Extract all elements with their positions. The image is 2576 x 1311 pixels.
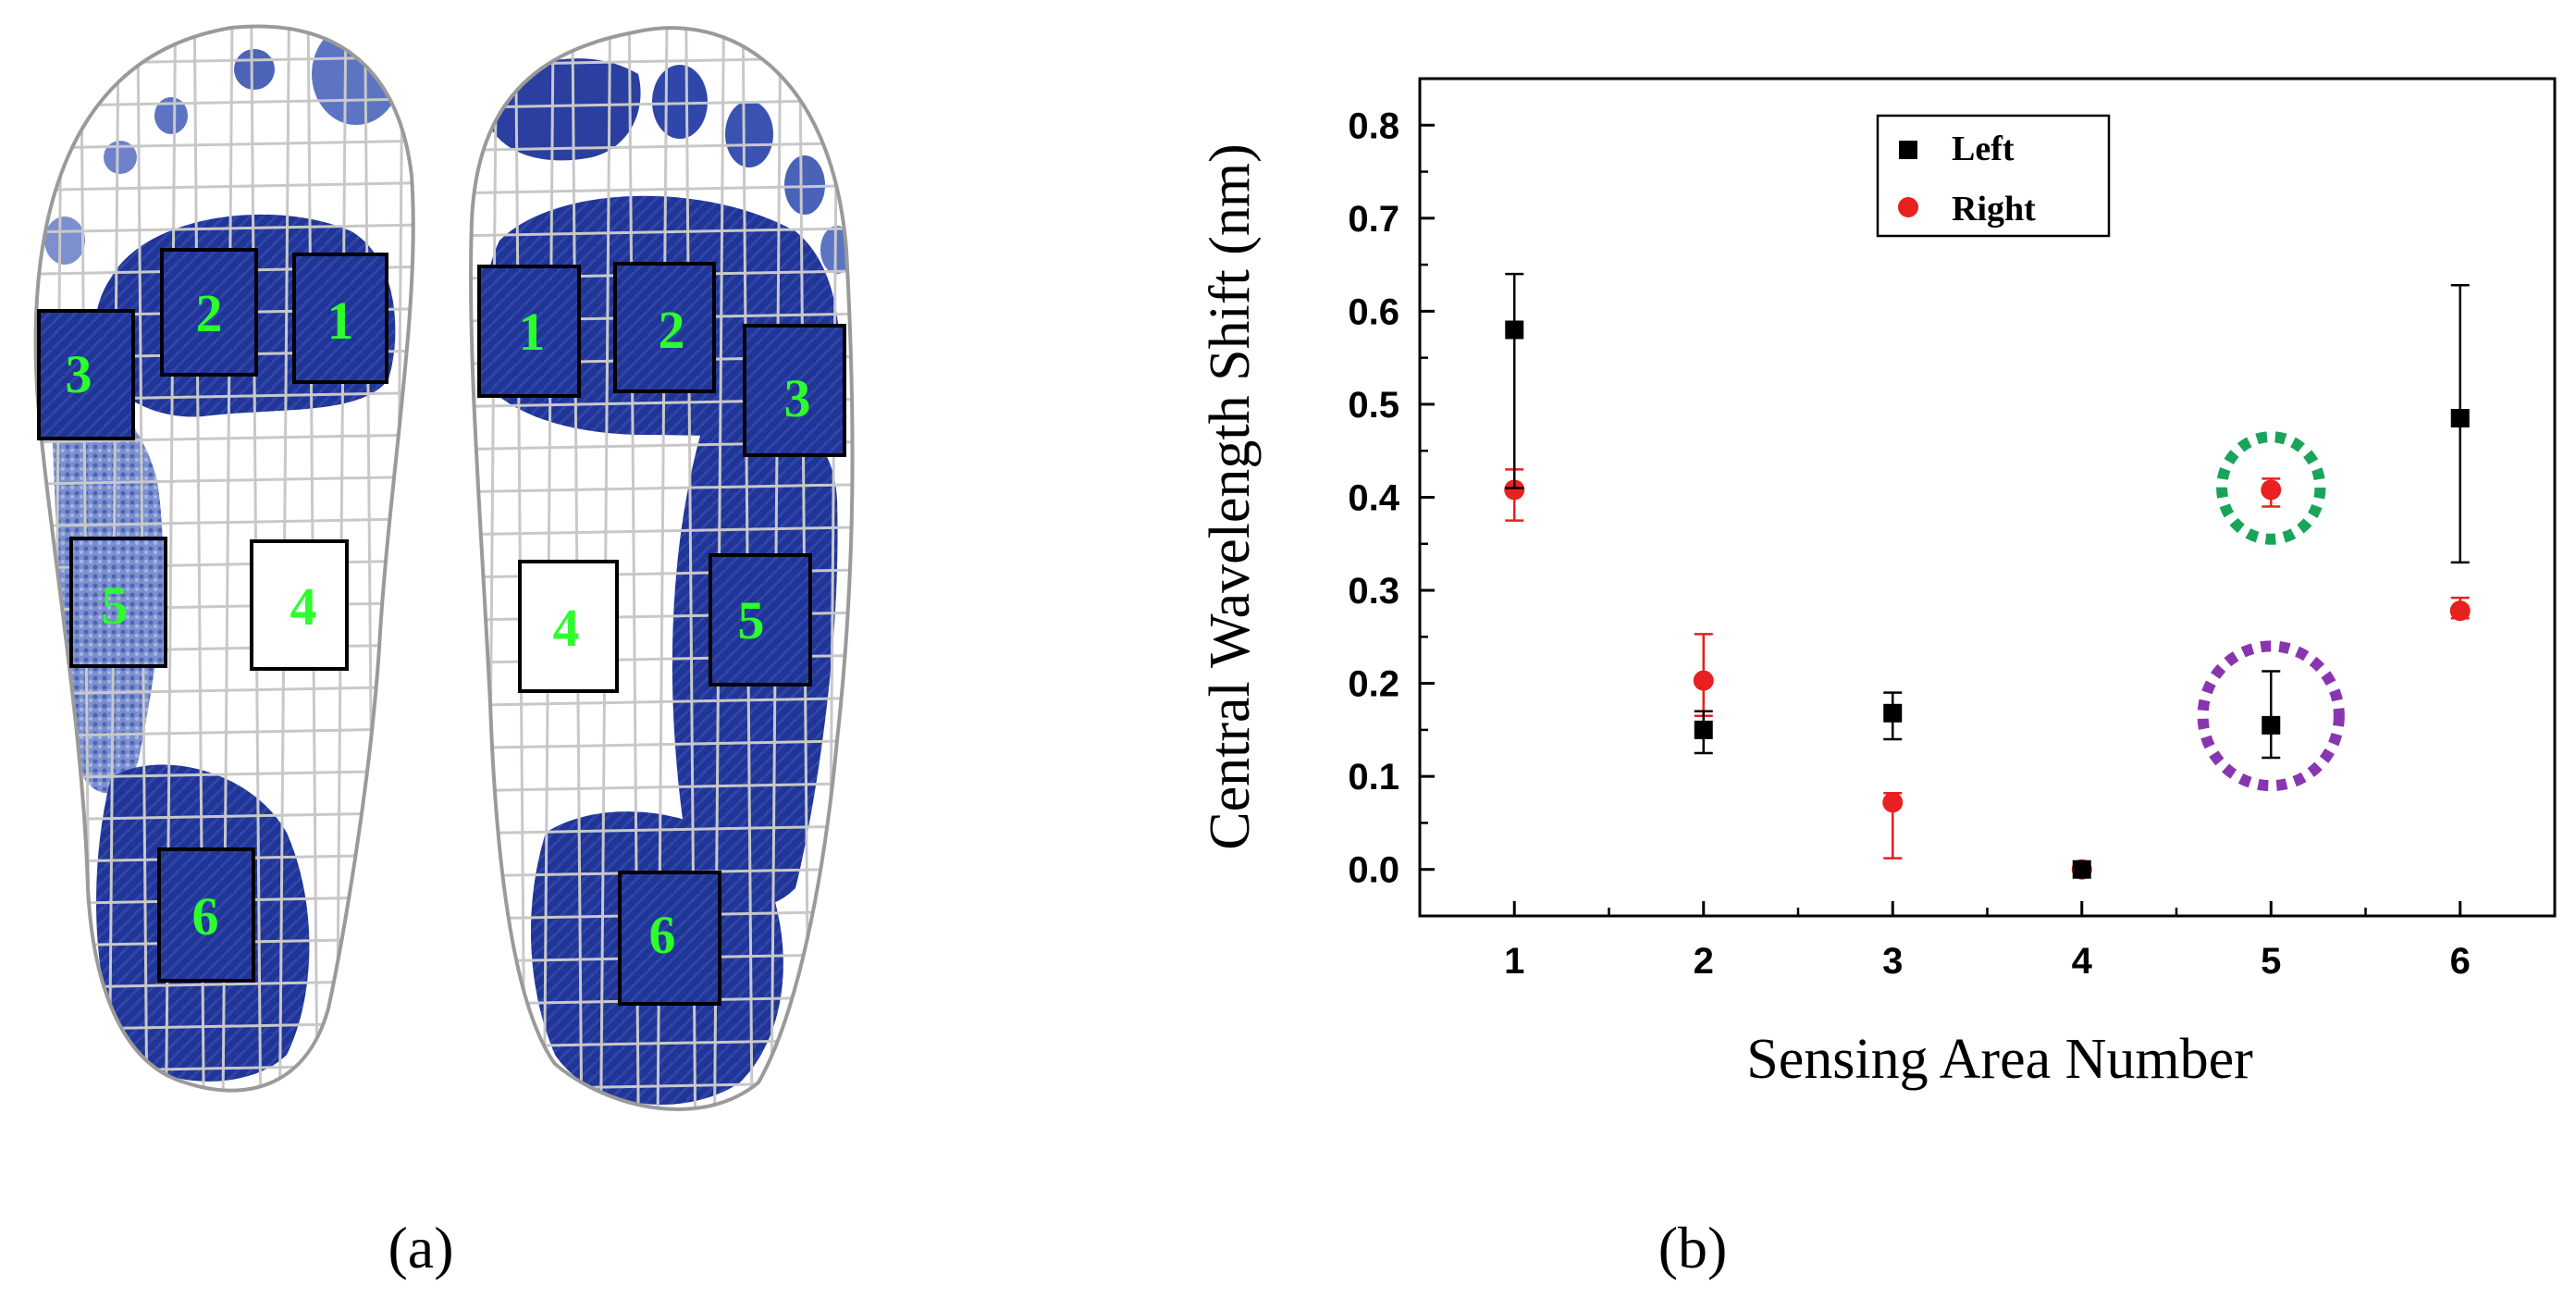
data-point-right [1693,670,1714,691]
left-sensing-area-1: 1 [292,253,388,384]
x-tick-label: 3 [1882,941,1903,982]
right-sensing-area-3: 3 [743,324,846,457]
y-tick-label: 0.5 [1348,385,1399,426]
left-area-label: 3 [66,344,92,404]
panel-a-foot-maps: 1 2 3 4 5 [33,24,855,1280]
data-point-left [1694,720,1713,739]
left-area-label: 5 [102,575,129,636]
chart-annotations [2197,431,2345,792]
left-area-label: 2 [196,283,223,343]
right-sensing-area-1: 1 [477,265,581,398]
y-tick-label: 0.8 [1348,105,1399,146]
x-tick-label: 1 [1504,941,1524,982]
right-area-label: 6 [649,905,676,965]
x-tick-label: 6 [2450,941,2471,982]
panel-b-caption: (b) [1658,1215,1728,1280]
y-tick-label: 0.0 [1348,850,1399,891]
y-tick-label: 0.1 [1348,757,1399,798]
y-tick-label: 0.6 [1348,291,1399,332]
data-point-left [2450,409,2470,428]
right-sensing-area-4: 4 [518,560,619,693]
left-area-label: 4 [290,576,317,637]
legend-right-marker [1898,197,1918,217]
right-area-label: 3 [784,368,811,428]
data-point-right [2261,479,2282,501]
right-area-label: 5 [738,590,765,650]
data-point-right [2449,600,2471,622]
legend: Left Right [1876,114,2111,238]
x-axis: 1 2 3 4 5 6 [1504,901,2557,982]
right-foot-sensing-areas: 1 2 3 4 5 [477,262,846,1006]
left-sensing-area-6: 6 [157,847,255,983]
panel-b-chart: 0.0 0.1 0.2 0.3 0.4 0.5 0.6 0.7 0.8 1 2 3 4 5 6 Centr… [1199,77,2557,1280]
data-point-left [1883,703,1903,723]
legend-left-marker [1899,141,1917,159]
x-tick-label: 5 [2261,941,2281,982]
x-tick-label: 4 [2072,941,2093,982]
x-axis-label: Sensing Area Number [1746,1028,2253,1091]
right-area-label: 1 [519,302,546,362]
chart-series [1504,272,2471,880]
left-area-label: 6 [192,886,219,946]
data-point-right [1882,792,1904,813]
legend-left-label: Left [1952,130,2015,168]
y-tick-label: 0.4 [1348,478,1399,519]
series-right [1504,468,2471,880]
right-sensing-area-5: 5 [709,553,812,686]
right-sensing-area-2: 2 [613,262,716,393]
legend-box [1876,114,2111,238]
left-area-label: 1 [327,291,354,351]
panel-a-caption: (a) [388,1215,453,1280]
legend-right-label: Right [1952,190,2036,229]
dotted-highlight-ellipse [2197,640,2345,792]
y-axis-label: Central Wavelength Shift (nm) [1199,143,1262,850]
left-foot-sensing-areas: 1 2 3 4 5 [37,248,388,983]
y-axis: 0.0 0.1 0.2 0.3 0.4 0.5 0.6 0.7 0.8 [1348,105,1435,891]
left-sensing-area-3: 3 [37,309,135,440]
y-tick-label: 0.7 [1348,199,1399,240]
data-point-left [2072,860,2091,879]
data-point-right [1504,479,1525,501]
left-sensing-area-2: 2 [160,248,258,377]
series-left [1505,272,2470,879]
left-sensing-area-5: 5 [69,537,167,668]
x-tick-label: 2 [1694,941,1714,982]
y-tick-label: 0.2 [1348,664,1399,705]
left-sensing-area-4: 4 [250,539,349,671]
right-sensing-area-6: 6 [618,871,721,1006]
data-point-left [1505,320,1524,340]
right-area-label: 2 [659,300,685,360]
y-tick-label: 0.3 [1348,571,1399,612]
dotted-highlight-ellipse [2216,431,2326,545]
data-point-left [2262,715,2281,735]
right-area-label: 4 [553,598,580,658]
